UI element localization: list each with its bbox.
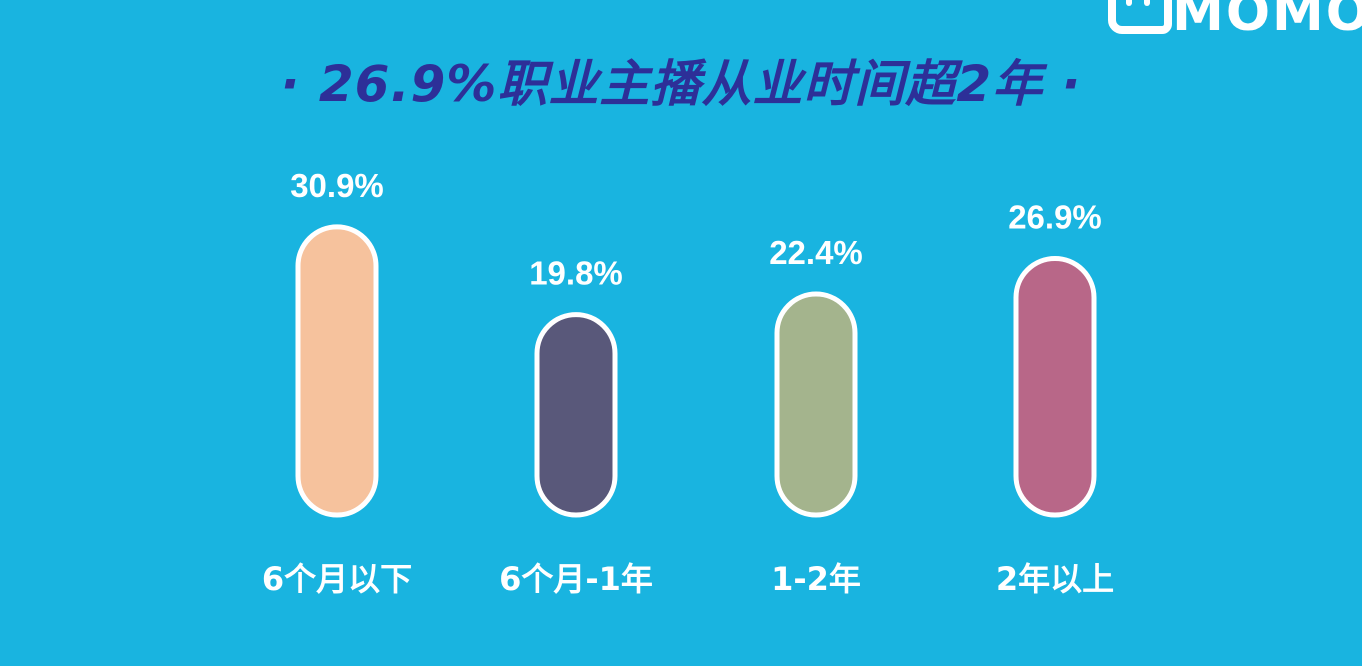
logo-text: MOMO [1172,0,1362,43]
data-label: 26.9% [1008,198,1102,235]
data-label: 30.9% [290,167,384,204]
category-label: 6个月-1年 [499,560,653,598]
momo-face-icon [1108,0,1173,34]
bar [1013,255,1097,518]
data-label: 22.4% [769,234,863,271]
bar [534,312,618,518]
bar [295,224,379,518]
category-label: 2年以上 [996,560,1114,598]
category-label: 1-2年 [771,560,861,598]
category-label: 6个月以下 [262,560,412,598]
data-label: 19.8% [529,255,623,292]
bar [774,291,858,518]
chart-title: · 26.9%职业主播从业时间超2年 · [280,55,1082,113]
momo-logo: MOMO [1102,0,1362,48]
